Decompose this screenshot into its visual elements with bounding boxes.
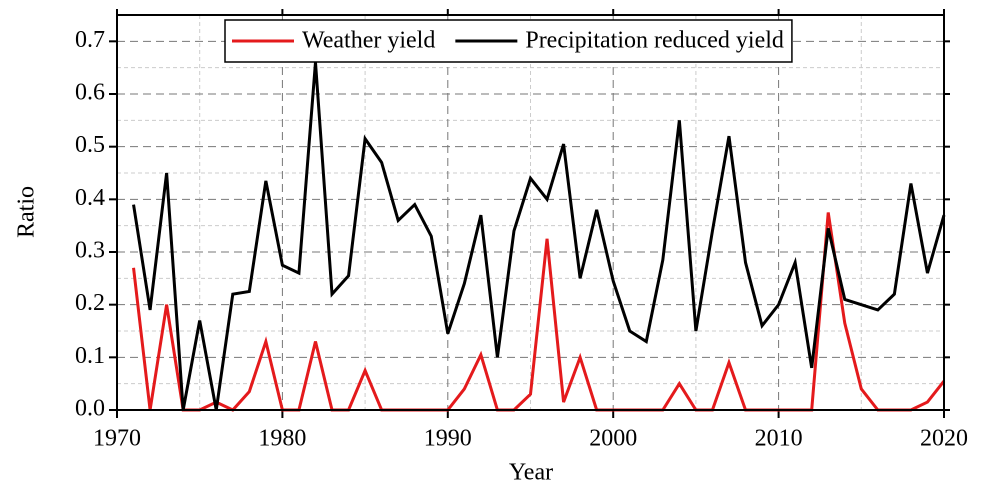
x-axis-label: Year	[509, 460, 553, 486]
x-tick-label: 1980	[258, 426, 306, 452]
y-tick-label: 0.2	[75, 290, 105, 316]
x-tick-label: 2010	[755, 426, 803, 452]
y-tick-label: 0.6	[75, 80, 105, 106]
plot-frame	[116, 14, 945, 411]
x-tick-label: 1990	[424, 426, 472, 452]
y-tick-label: 0.5	[75, 132, 105, 158]
data-line	[132, 62, 946, 411]
y-tick-label: 0.3	[75, 238, 105, 264]
y-tick-label: 0.4	[75, 185, 105, 211]
y-tick-label: 0.7	[75, 27, 105, 53]
y-tick-label: 0.1	[75, 343, 105, 369]
legend-label: Precipitation reduced yield	[525, 28, 784, 54]
x-tick-label: 2020	[920, 426, 968, 452]
y-tick-label: 0.0	[75, 396, 105, 422]
legend-label: Weather yield	[302, 28, 435, 54]
x-tick-label: 2000	[589, 426, 637, 452]
y-axis-label: Ratio	[14, 186, 40, 238]
x-tick-label: 1970	[93, 426, 141, 452]
data-line	[132, 212, 946, 412]
